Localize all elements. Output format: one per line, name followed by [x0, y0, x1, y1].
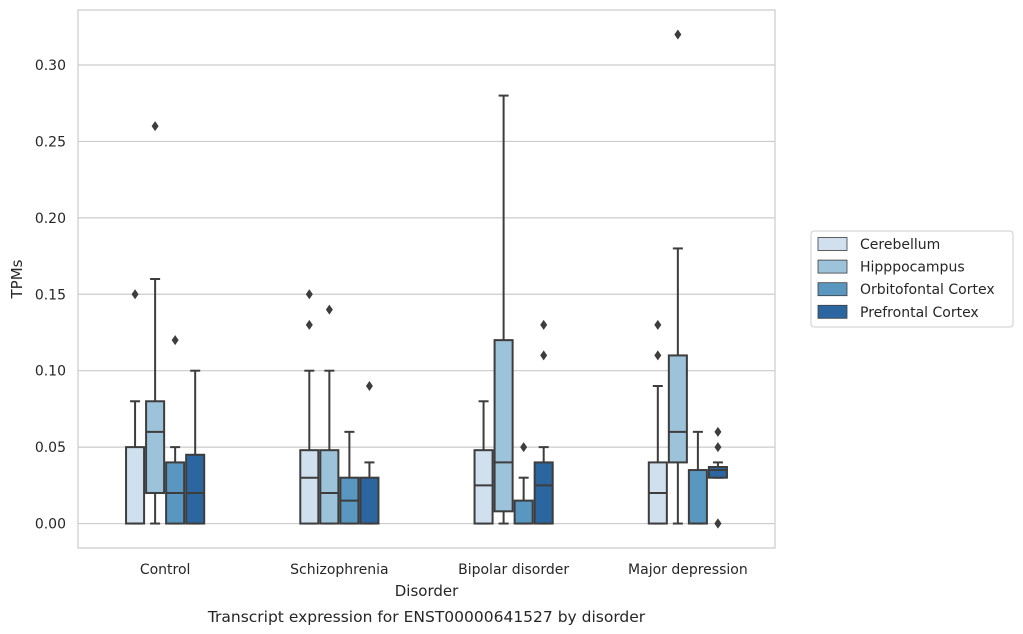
legend-frame	[810, 230, 1014, 328]
y-tick-label: 0.30	[35, 58, 66, 74]
legend-label: Hipppocampus	[860, 260, 965, 276]
x-tick-label: Schizophrenia	[290, 562, 388, 578]
outlier-point	[171, 335, 179, 346]
box-hipppocampus	[667, 29, 688, 525]
box-iqr	[687, 469, 708, 525]
box-iqr	[359, 476, 380, 525]
y-tick-label: 0.20	[35, 211, 66, 227]
y-tick-label: 0.00	[35, 517, 66, 533]
outlier-point	[654, 319, 662, 330]
y-tick-label: 0.05	[35, 440, 66, 456]
y-tick-label: 0.25	[35, 134, 66, 150]
legend: Cerebellum Hipppocampus Orbitofontal Corte…	[810, 230, 1014, 328]
y-tick-label: 0.10	[35, 364, 66, 380]
outlier-point	[714, 518, 722, 529]
legend-swatch	[817, 259, 848, 274]
outlier-point	[305, 289, 313, 300]
box-iqr	[319, 449, 340, 525]
plot-frame	[77, 9, 776, 549]
box-iqr	[493, 339, 514, 513]
outlier-point	[151, 121, 159, 132]
box-orbitofontal-cortex	[687, 430, 708, 525]
box-prefrontal-cortex	[185, 369, 206, 525]
chart-caption: Transcript expression for ENST0000064152…	[207, 608, 646, 626]
box-iqr	[299, 449, 320, 525]
boxes	[125, 29, 728, 529]
legend-label: Orbitofontal Cortex	[860, 282, 995, 298]
box-iqr	[707, 465, 728, 479]
box-hipppocampus	[319, 304, 340, 525]
box-prefrontal-cortex	[707, 426, 728, 529]
y-axis-ticks: 0.00 0.05 0.10 0.15 0.20 0.25 0.30	[35, 58, 66, 533]
outlier-point	[540, 319, 548, 330]
x-axis-title: Disorder	[395, 582, 459, 600]
box-iqr	[125, 446, 146, 525]
box-iqr	[667, 354, 688, 464]
box-orbitofontal-cortex	[165, 335, 186, 525]
box-cerebellum	[125, 289, 146, 525]
box-iqr	[145, 400, 166, 494]
outlier-point	[365, 380, 373, 391]
box-hipppocampus	[493, 94, 514, 525]
box-cerebellum	[299, 289, 320, 525]
legend-label: Cerebellum	[860, 237, 940, 253]
outlier-point	[674, 29, 682, 40]
x-axis-ticks: Control Schizophrenia Bipolar disorder Majo…	[140, 562, 748, 578]
x-tick-label: Control	[140, 562, 191, 578]
x-tick-label: Bipolar disorder	[458, 562, 569, 578]
outlier-point	[714, 442, 722, 453]
legend-label: Prefrontal Cortex	[860, 305, 979, 321]
y-tick-label: 0.15	[35, 287, 66, 303]
box-cerebellum	[473, 400, 494, 525]
box-prefrontal-cortex	[359, 380, 380, 525]
box-cerebellum	[647, 319, 668, 525]
box-orbitofontal-cortex	[339, 430, 360, 525]
box-iqr	[185, 453, 206, 525]
outlier-point	[520, 442, 528, 453]
box-hipppocampus	[145, 121, 166, 525]
outlier-point	[305, 319, 313, 330]
legend-swatch	[817, 237, 848, 251]
outlier-point	[714, 426, 722, 437]
box-iqr	[473, 449, 494, 525]
y-axis-title: TPMs	[8, 259, 26, 299]
x-tick-label: Major depression	[628, 562, 748, 578]
legend-swatch	[817, 282, 848, 297]
legend-swatch	[817, 304, 848, 319]
box-orbitofontal-cortex	[513, 442, 534, 525]
box-iqr	[533, 461, 554, 525]
outlier-point	[540, 350, 548, 361]
outlier-point	[325, 304, 333, 315]
outlier-point	[131, 289, 139, 300]
box-prefrontal-cortex	[533, 319, 554, 525]
box-iqr	[513, 499, 534, 525]
outlier-point	[654, 350, 662, 361]
